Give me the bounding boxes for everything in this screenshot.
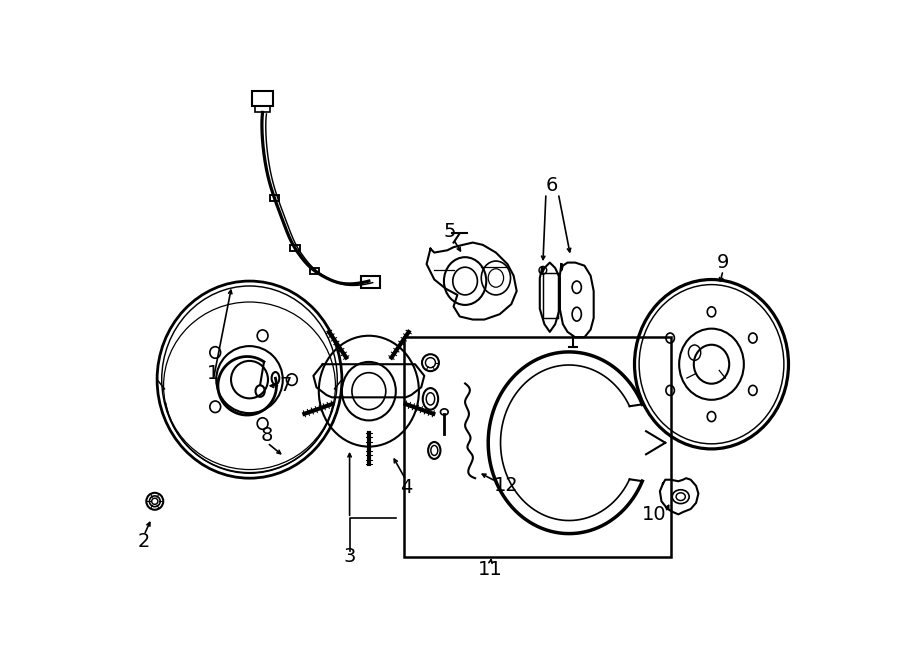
Text: 11: 11 (478, 560, 503, 578)
Bar (361, 276, 381, 288)
Text: 10: 10 (642, 505, 666, 524)
Text: 1: 1 (207, 364, 220, 383)
Bar (291, 245, 300, 251)
Text: 3: 3 (344, 547, 356, 566)
Text: 6: 6 (546, 176, 558, 195)
Bar (270, 195, 279, 201)
Bar (310, 268, 319, 274)
Text: 4: 4 (400, 478, 412, 497)
Text: 12: 12 (493, 477, 518, 495)
Bar (543, 274, 558, 318)
Text: 2: 2 (138, 532, 150, 551)
Bar (255, 106, 270, 112)
Text: 9: 9 (717, 253, 729, 272)
Text: 8: 8 (261, 426, 274, 445)
Text: 7: 7 (280, 376, 292, 395)
Bar (252, 91, 274, 106)
Text: 5: 5 (444, 222, 456, 241)
Bar (403, 337, 671, 557)
